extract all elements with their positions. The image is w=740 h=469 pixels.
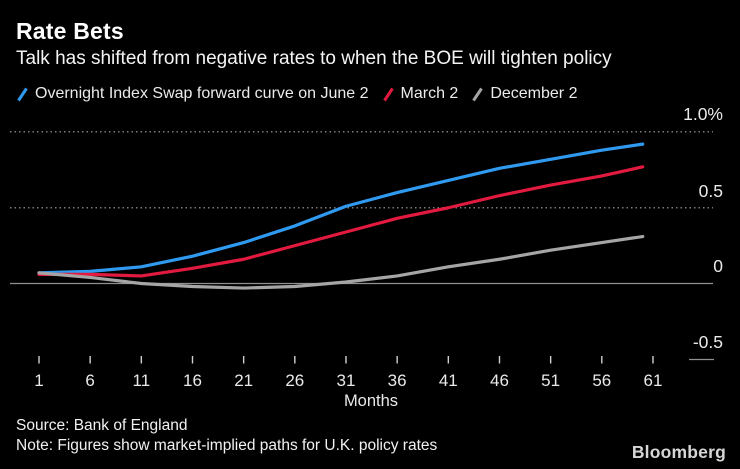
legend-item-june2: Overnight Index Swap forward curve on Ju… bbox=[16, 85, 369, 103]
x-axis-tick-label: 26 bbox=[285, 371, 305, 390]
red-slash-icon bbox=[382, 87, 394, 101]
x-axis-tick-label: 41 bbox=[438, 371, 458, 390]
series-line-1 bbox=[37, 165, 645, 278]
legend-label: March 2 bbox=[400, 85, 459, 102]
legend: Overnight Index Swap forward curve on Ju… bbox=[16, 85, 577, 103]
y-axis-label-neg-0.5: -0.5 bbox=[692, 332, 723, 352]
legend-item-december2: December 2 bbox=[471, 85, 577, 103]
x-axis-tick-label: 46 bbox=[490, 371, 509, 390]
chart-subtitle: Talk has shifted from negative rates to … bbox=[16, 48, 612, 69]
x-axis-tick-label: 21 bbox=[234, 371, 254, 390]
x-axis-tick-label: 1 bbox=[34, 371, 44, 390]
source-text: Source: Bank of England bbox=[16, 417, 188, 434]
series-line-0 bbox=[37, 142, 645, 275]
chart-title: Rate Bets bbox=[16, 18, 124, 44]
bloomberg-logo: Bloomberg bbox=[631, 442, 726, 462]
note-text: Note: Figures show market-implied paths … bbox=[16, 437, 438, 454]
x-axis-tick-label: 6 bbox=[85, 371, 95, 390]
x-axis-tick-label: 11 bbox=[132, 371, 151, 390]
legend-label: Overnight Index Swap forward curve on Ju… bbox=[35, 85, 369, 102]
x-axis-tick-label: 56 bbox=[592, 371, 612, 390]
blue-slash-icon bbox=[17, 87, 28, 101]
x-axis-title: Months bbox=[343, 392, 399, 410]
x-axis-tick-label: 61 bbox=[643, 371, 663, 390]
x-axis-tick-label: 16 bbox=[183, 371, 202, 390]
x-axis-tick-label: 51 bbox=[541, 371, 561, 390]
y-axis-label-0.5: 0.5 bbox=[698, 181, 723, 201]
y-axis-label-0: 0 bbox=[713, 256, 723, 276]
x-axis-tick-label: 31 bbox=[336, 371, 356, 390]
legend-item-march2: March 2 bbox=[382, 85, 459, 103]
legend-label: December 2 bbox=[490, 85, 578, 102]
x-axis-tick-label: 36 bbox=[387, 371, 407, 390]
series-line-2 bbox=[37, 234, 645, 290]
y-axis-label-1.0: 1.0% bbox=[683, 104, 723, 124]
gray-slash-icon bbox=[472, 87, 484, 101]
